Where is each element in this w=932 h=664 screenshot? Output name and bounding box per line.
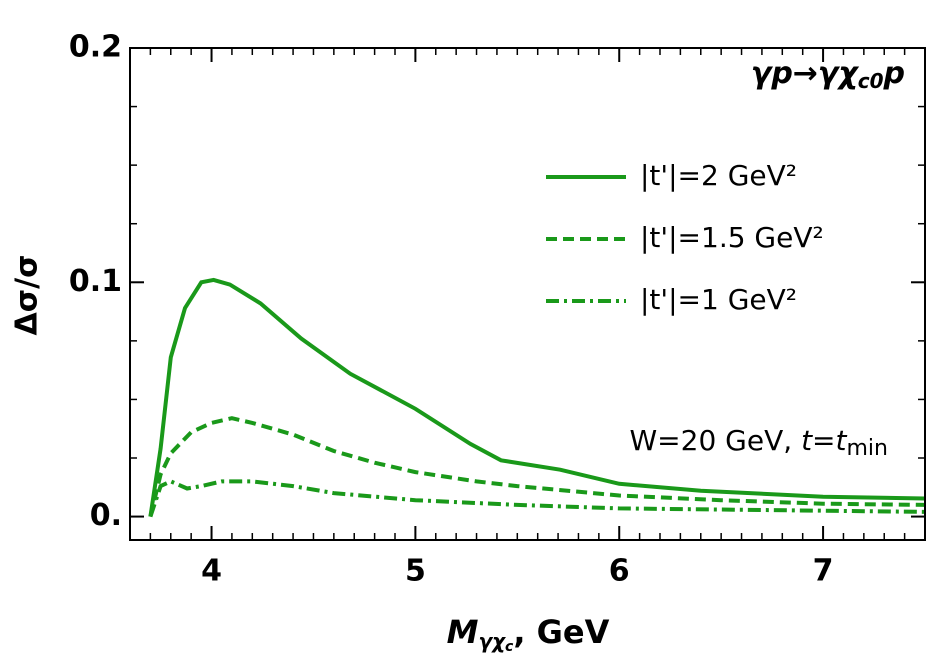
condition-part: t [836,424,848,457]
legend-label: |t'|=2 GeV² [640,159,797,192]
xlabel-part: M [447,613,479,651]
x-tick-label: 4 [201,554,222,589]
condition-part: = [812,424,835,457]
y-tick-label: 0.1 [69,264,122,299]
condition-part: W=20 GeV, [630,424,802,457]
x-tick-label: 6 [609,554,630,589]
y-axis-label: Δσ/σ [10,255,45,336]
xlabel-part: c [505,639,514,655]
condition-part: min [847,436,889,461]
legend-label: |t'|=1.5 GeV² [640,221,824,254]
series-line [148,277,926,517]
series-line [148,416,926,518]
x-tick-label: 7 [813,554,834,589]
annotation-part: γp→γχ [751,56,859,91]
annotation-part: p [883,56,905,91]
legend-label: |t'|=1 GeV² [640,283,797,316]
process-annotation: γp→γχc0p [751,56,905,93]
plot-frame [129,47,926,541]
x-tick-label: 5 [405,554,426,589]
y-tick-label: 0. [90,498,122,533]
condition-annotation: W=20 GeV, t=tmin [630,424,889,461]
x-axis-label: Mγχc, GeV [447,613,610,655]
xlabel-part: γχ [478,629,506,653]
annotation-part: c0 [858,69,884,93]
y-tick-label: 0.2 [69,30,122,65]
xlabel-part: , GeV [513,613,609,651]
condition-part: t [801,424,813,457]
series-line [148,479,926,518]
